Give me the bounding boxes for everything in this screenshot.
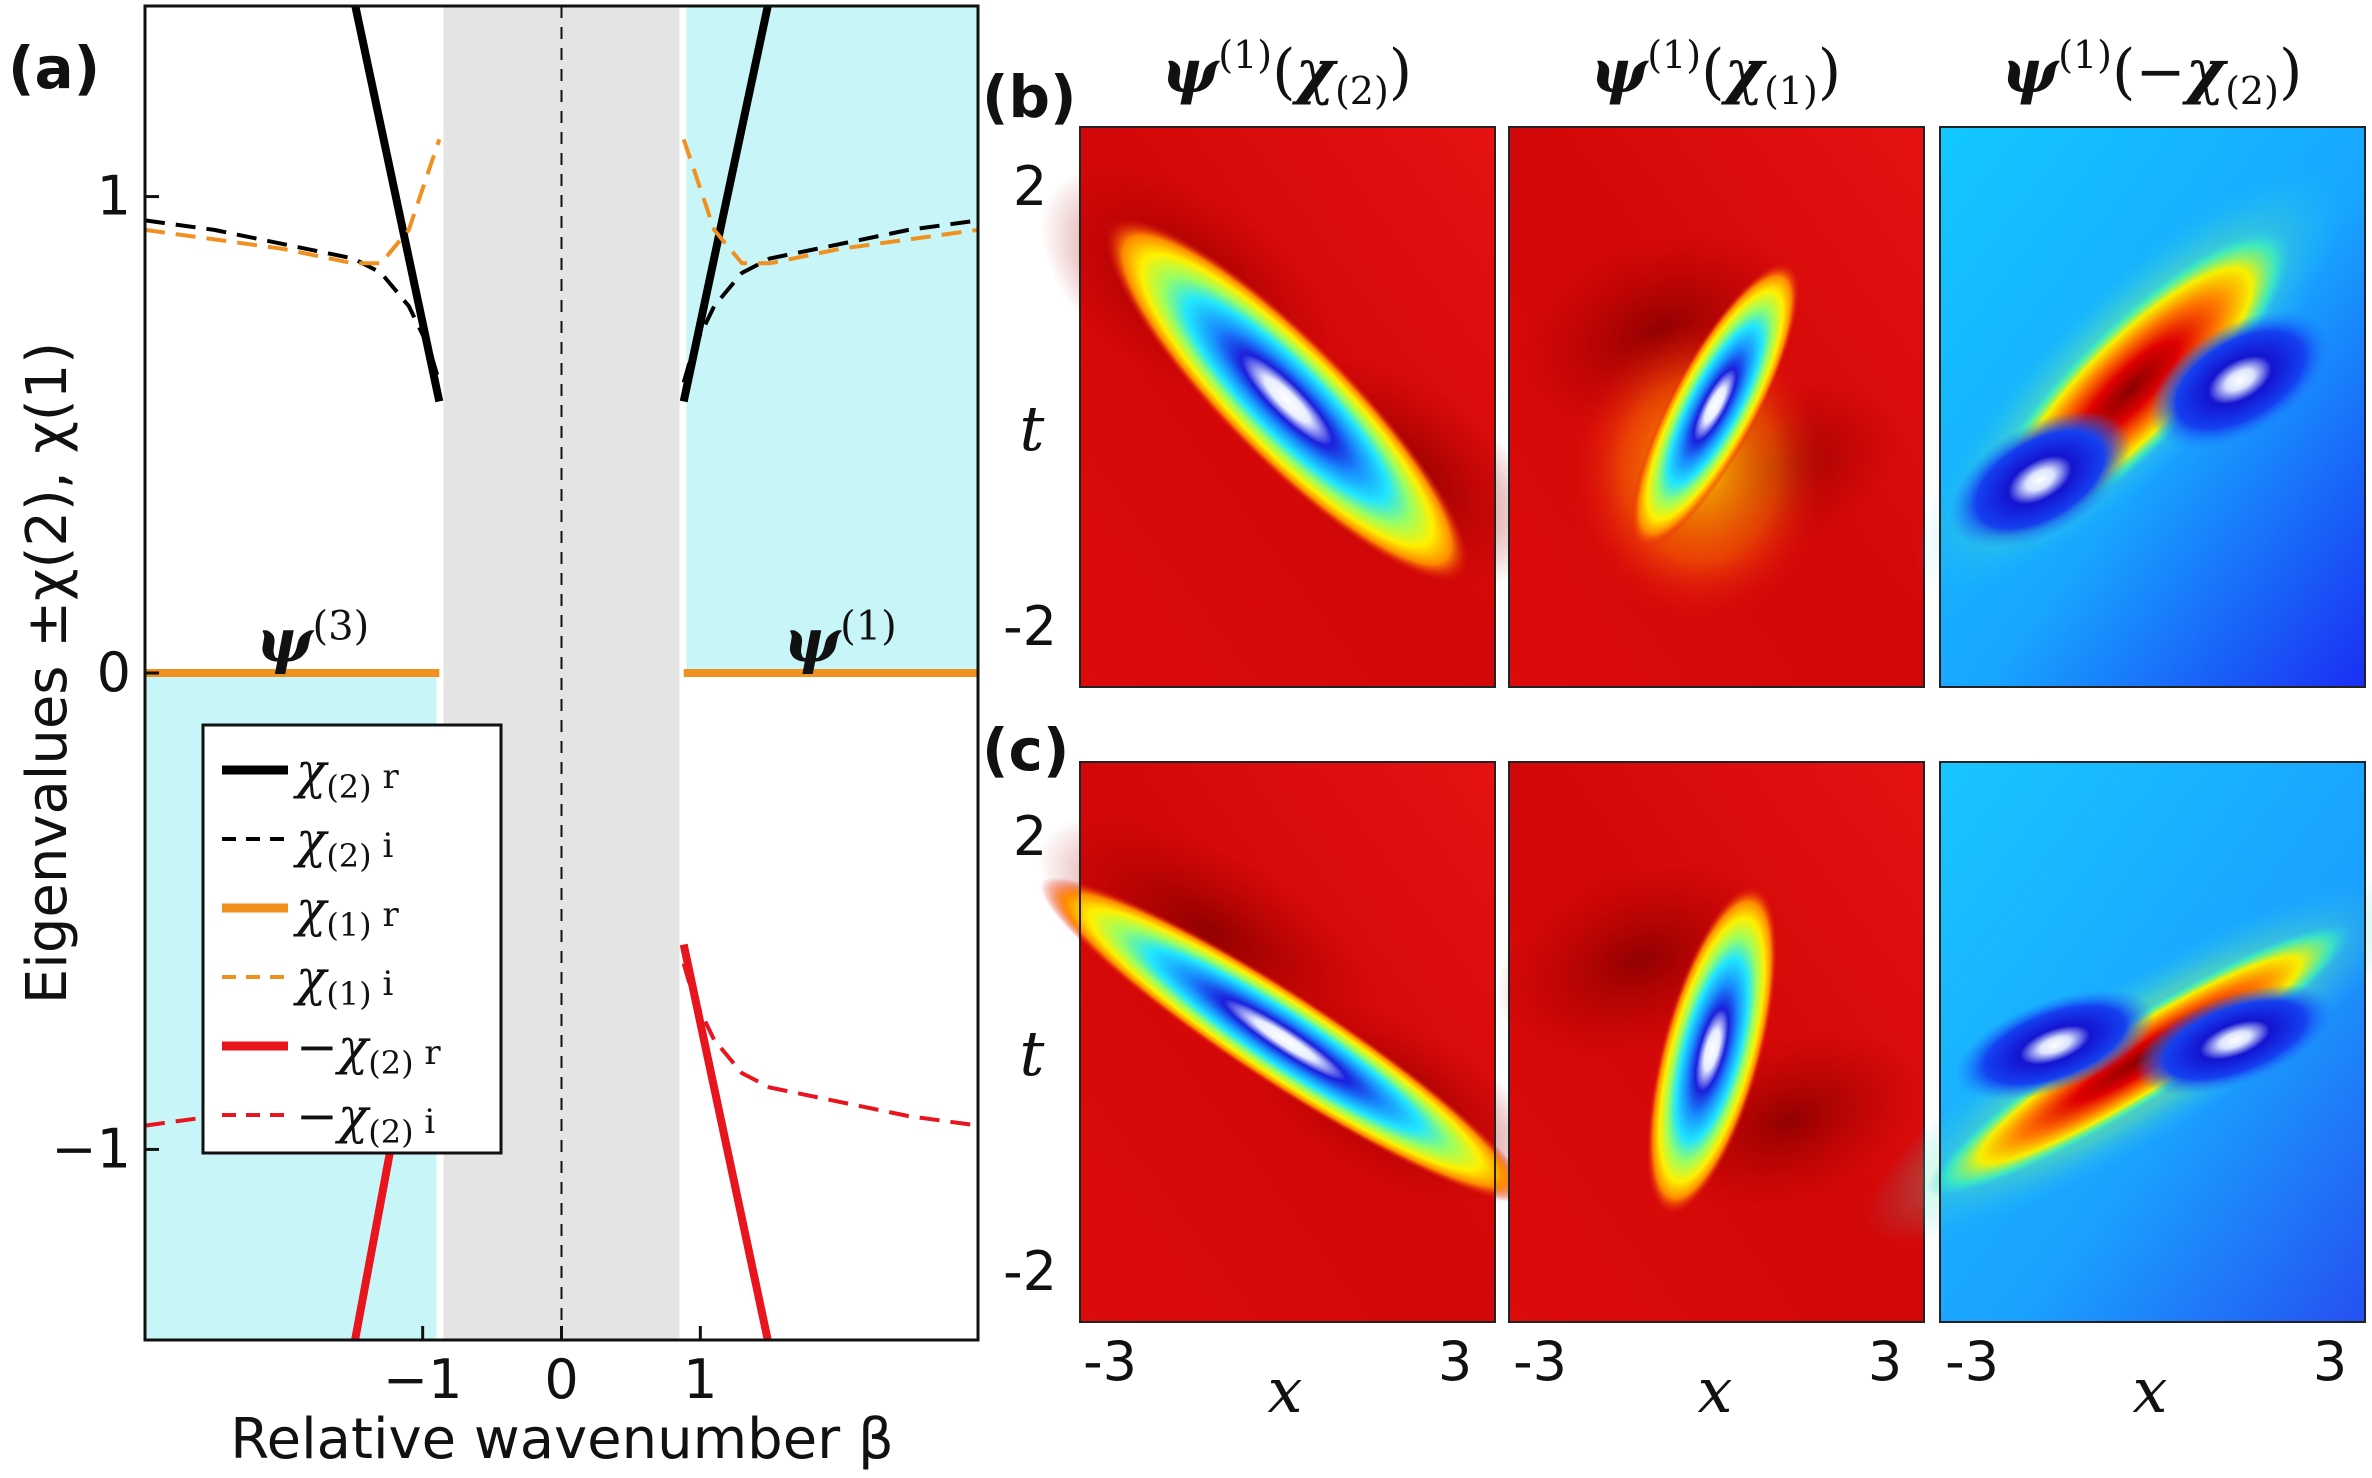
legend-label-5: −χ(2) i — [296, 1087, 435, 1151]
x-tick-label-0: −1 — [383, 1348, 463, 1411]
t-tick-neg2-b: -2 — [1003, 595, 1057, 658]
y-axis-label: Eigenvalues ±χ(2), χ(1) — [15, 342, 80, 1004]
legend-label-3: χ(1) i — [293, 949, 393, 1013]
series-1-segment-0 — [145, 218, 442, 383]
x-tick-label-2: 1 — [683, 1348, 717, 1411]
annotation-psi-0: ψ(3) — [256, 603, 369, 676]
panels-b-c: (b) (c) ψ(1)(χ(2)) ψ(1)(χ(1)) ψ(1)(−χ(2)) — [982, 33, 2372, 1427]
heatmap-c2 — [1495, 761, 1925, 1323]
t-label-b: t — [1020, 392, 1045, 465]
x-tick-3-col2: 3 — [1868, 1330, 1902, 1393]
panel-a: −1 0 1 1 0 −1 ψ(3) ψ(1) χ(2) rχ(2) iχ(1) rχ(1)… — [8, 4, 980, 1472]
panel-label-a: (a) — [8, 34, 100, 102]
heatmap-c1 — [1038, 761, 1545, 1323]
series-0-segment-0 — [351, 6, 444, 403]
panel-label-b: (b) — [982, 63, 1077, 131]
legend: χ(2) rχ(2) iχ(1) rχ(1) i−χ(2) r−χ(2) i — [201, 723, 503, 1155]
heatmap-c3 — [1865, 761, 2372, 1323]
legend-label-2: χ(1) r — [293, 880, 399, 944]
legend-label-0: χ(2) r — [293, 742, 399, 806]
series-3-segment-0 — [145, 138, 442, 266]
column-title-2: ψ(1)(χ(1)) — [1591, 33, 1841, 113]
heatmap-b2 — [1508, 126, 1925, 688]
y-tick-label-1: 0 — [97, 641, 131, 704]
x-axis-label: Relative wavenumber β — [230, 1407, 893, 1472]
x-tick-neg3-col1: -3 — [1083, 1330, 1137, 1393]
t-tick-neg2-c: -2 — [1003, 1240, 1057, 1303]
heatmap-b3 — [1915, 126, 2366, 688]
x-tick-3-col1: 3 — [1438, 1330, 1472, 1393]
x-tick-label-1: 0 — [544, 1348, 578, 1411]
heatmap-b1 — [996, 126, 1582, 688]
series-3-segment-1 — [681, 138, 978, 266]
legend-box — [201, 723, 503, 1155]
t-tick-2-c: 2 — [1013, 805, 1047, 868]
t-label-c: t — [1020, 1017, 1045, 1090]
x-label-col3: x — [2133, 1354, 2168, 1427]
series-4-segment-0 — [350, 1124, 399, 1340]
panel-label-c: (c) — [982, 716, 1069, 784]
annotation-psi-1: ψ(1) — [784, 603, 897, 676]
series-1-segment-1 — [681, 218, 978, 383]
column-titles: ψ(1)(χ(2)) ψ(1)(χ(1)) ψ(1)(−χ(2)) — [1162, 33, 2303, 113]
wavefunction-annotations: ψ(3) ψ(1) — [256, 603, 897, 676]
y-tick-label-0: 1 — [97, 165, 131, 228]
x-tick-neg3-col3: -3 — [1945, 1330, 1999, 1393]
y-tick-label-2: −1 — [51, 1117, 131, 1180]
x-tick-3-col3: 3 — [2313, 1330, 2347, 1393]
series-5-segment-1 — [681, 963, 978, 1128]
series-lines — [145, 6, 978, 1340]
x-tick-neg3-col2: -3 — [1513, 1330, 1567, 1393]
series-4-segment-1 — [679, 943, 772, 1340]
series-0-segment-1 — [679, 6, 772, 403]
column-title-3: ψ(1)(−χ(2)) — [2002, 33, 2303, 113]
legend-label-1: χ(2) i — [293, 811, 393, 875]
t-tick-2-b: 2 — [1013, 155, 1047, 218]
x-label-col2: x — [1698, 1354, 1733, 1427]
axis-ticks: −1 0 1 1 0 −1 — [51, 165, 717, 1411]
column-title-1: ψ(1)(χ(2)) — [1162, 33, 1412, 113]
x-label-col1: x — [1268, 1354, 1303, 1427]
legend-label-4: −χ(2) r — [296, 1018, 441, 1082]
shaded-upper-right — [686, 6, 978, 673]
